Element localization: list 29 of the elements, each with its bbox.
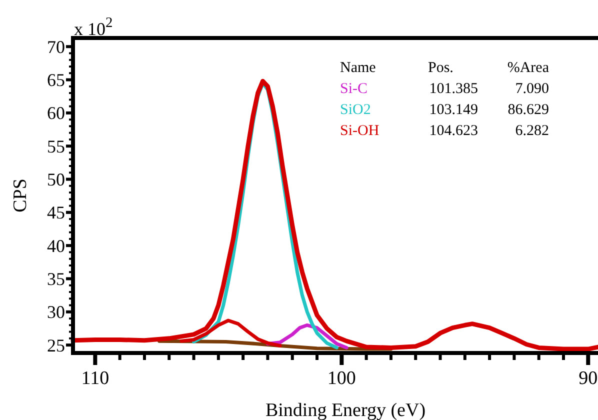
y-tick-label: 50 [47, 170, 65, 190]
y-tick-label: 45 [47, 202, 65, 223]
annotation: 7.090 [515, 81, 549, 97]
annotation: %Area [507, 60, 550, 76]
x-tick-label: 100 [327, 368, 356, 389]
annotation: Pos. [428, 60, 454, 76]
line-series [180, 318, 282, 348]
annotation: x 10$^{2}$ [74, 15, 113, 39]
y-tick-label: 40 [47, 236, 65, 256]
y-tick-label: 70 [47, 36, 65, 57]
annotation: 86.629 [508, 102, 549, 118]
x-tick-label: 90 [578, 368, 598, 389]
annotation: 104.623 [429, 123, 478, 139]
y-axis-title: CPS [10, 178, 31, 212]
text: Si-OH [340, 123, 380, 139]
text: SiO2 [340, 102, 371, 118]
y-tick-label: 30 [47, 302, 65, 322]
annotation: 103.149 [429, 102, 478, 118]
y-tick-label: 35 [47, 269, 65, 290]
annotation: 6.282 [515, 123, 549, 139]
x-tick-label: 110 [81, 368, 110, 389]
y-tick-label: 25 [47, 335, 65, 356]
y-tick-label: 65 [47, 70, 65, 90]
y-tick-label: 55 [47, 136, 65, 156]
x-axis-title: Binding Energy (eV) [265, 400, 426, 420]
annotation: 101.385 [429, 81, 478, 97]
legend-title: Name [340, 60, 376, 76]
text: Si-C [340, 81, 368, 97]
y-tick-label: 60 [47, 103, 65, 124]
